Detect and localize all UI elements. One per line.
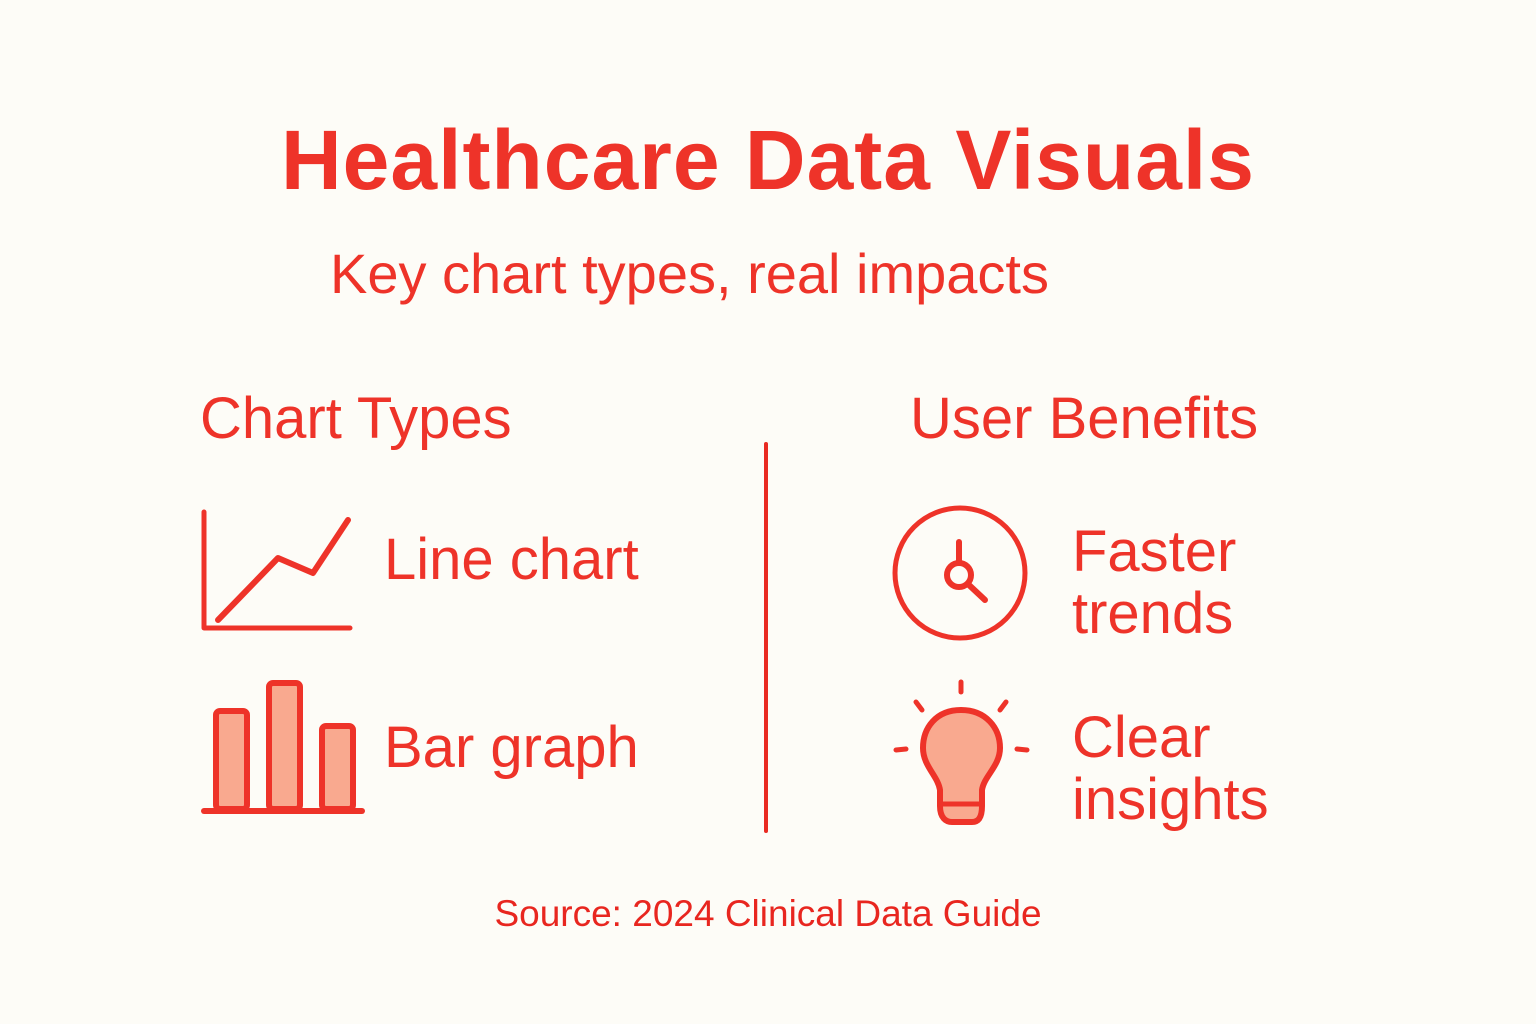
faster-trends-label-line2: trends — [1072, 581, 1234, 646]
page-subtitle: Key chart types, real impacts — [330, 242, 1049, 305]
user-benefits-heading: User Benefits — [910, 386, 1259, 451]
column-divider — [764, 442, 768, 833]
faster-trends-label-line1: Faster — [1072, 519, 1237, 584]
bar-chart-icon — [201, 680, 365, 814]
lightbulb-icon — [893, 679, 1030, 825]
clear-insights-label-line1: Clear — [1072, 705, 1211, 770]
clock-icon — [892, 505, 1028, 641]
source-citation: Source: 2024 Clinical Data Guide — [494, 893, 1042, 934]
bar-graph-label: Bar graph — [384, 715, 639, 780]
line-chart-icon — [201, 509, 353, 631]
chart-types-heading: Chart Types — [200, 386, 512, 451]
clear-insights-label-line2: insights — [1072, 767, 1269, 832]
page-title: Healthcare Data Visuals — [281, 113, 1255, 207]
line-chart-label: Line chart — [384, 527, 639, 592]
